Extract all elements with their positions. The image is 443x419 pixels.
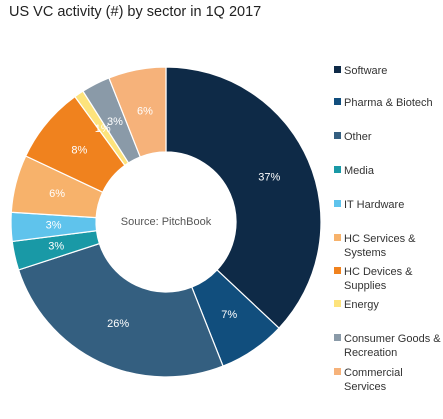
chart-legend: Software Pharma & Biotech Other Media IT Har… xyxy=(334,0,443,419)
slice-label-software: 37% xyxy=(258,171,280,183)
legend-swatch xyxy=(334,300,341,307)
legend-swatch xyxy=(334,132,341,139)
legend-label: Software xyxy=(344,65,388,77)
chart-title: US VC activity (#) by sector in 1Q 2017 xyxy=(9,4,262,20)
legend-label: Consumer Goods & Recreation xyxy=(344,333,441,359)
legend-label: Pharma & Biotech xyxy=(344,97,433,109)
legend-label: Media xyxy=(344,165,374,177)
slice-label-media: 3% xyxy=(48,241,64,253)
legend-swatch xyxy=(334,267,341,274)
slice-software xyxy=(165,66,322,329)
legend-label: HC Devices & Supplies xyxy=(344,266,413,292)
slice-label-consumer-goods-and-recreation: 3% xyxy=(107,116,123,128)
legend-swatch xyxy=(334,234,341,241)
legend-swatch xyxy=(334,166,341,173)
slice-label-pharma-and-biotech: 7% xyxy=(221,309,237,321)
legend-swatch xyxy=(334,334,341,341)
legend-swatch xyxy=(334,66,341,73)
slice-label-it-hardware: 3% xyxy=(46,220,62,232)
legend-label: Commercial Services xyxy=(344,367,403,393)
legend-label: IT Hardware xyxy=(344,199,405,211)
slice-other xyxy=(17,242,224,378)
legend-label: Energy xyxy=(344,299,379,311)
donut-chart: 37%7%26%3%3%6%8%1%3%6% Source: PitchBook xyxy=(10,66,322,378)
slice-label-other: 26% xyxy=(107,318,129,330)
legend-label: HC Services & Systems xyxy=(344,233,416,259)
center-source-label: Source: PitchBook xyxy=(121,216,212,228)
slice-label-hc-devices-and-supplies: 8% xyxy=(71,144,87,156)
slice-label-hc-services-and-systems: 6% xyxy=(49,188,65,200)
legend-swatch xyxy=(334,98,341,105)
slice-label-commercial-services: 6% xyxy=(137,105,153,117)
slice-label-energy: 1% xyxy=(95,123,111,135)
legend-label: Other xyxy=(344,131,372,143)
slice-commercial-services xyxy=(108,66,167,158)
legend-swatch xyxy=(334,368,341,375)
legend-swatch xyxy=(334,200,341,207)
